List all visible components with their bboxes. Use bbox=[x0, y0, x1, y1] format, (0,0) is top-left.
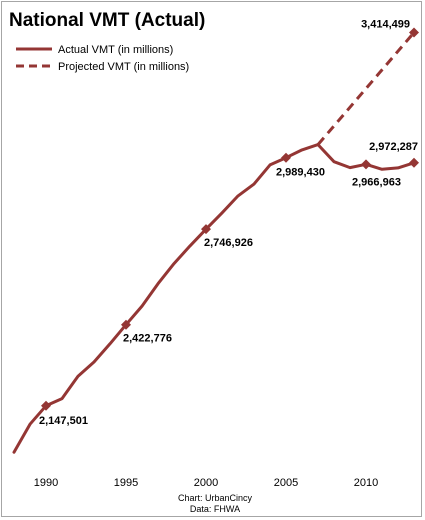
actual-data-label-2000: 2,746,926 bbox=[204, 237, 253, 249]
actual-marker-2005 bbox=[281, 152, 291, 163]
x-tick-label-1995: 1995 bbox=[114, 477, 138, 489]
actual-marker-2000 bbox=[201, 224, 211, 235]
x-tick-label-2000: 2000 bbox=[194, 477, 218, 489]
projected-data-label-2013: 3,414,499 bbox=[361, 18, 410, 30]
chart-title: National VMT (Actual) bbox=[9, 10, 205, 31]
actual-marker-2010 bbox=[361, 159, 371, 170]
x-tick-label-2010: 2010 bbox=[354, 477, 378, 489]
actual-data-label-2010: 2,966,963 bbox=[352, 176, 401, 188]
legend-label-2: Projected VMT (in millions) bbox=[58, 61, 189, 73]
actual-data-label-2013: 2,972,287 bbox=[369, 141, 418, 153]
actual-vmt-line bbox=[12, 143, 416, 454]
legend-label-1: Actual VMT (in millions) bbox=[58, 44, 173, 56]
x-tick-label-2005: 2005 bbox=[274, 477, 298, 489]
actual-marker-1990 bbox=[41, 400, 51, 411]
source-data: Data: FHWA bbox=[190, 504, 240, 514]
actual-data-label-1990: 2,147,501 bbox=[39, 415, 88, 427]
actual-marker-1995 bbox=[121, 319, 131, 330]
x-tick-label-1990: 1990 bbox=[34, 477, 58, 489]
projected-vmt-line bbox=[316, 31, 416, 146]
projected-marker-2013 bbox=[409, 27, 419, 38]
actual-data-label-1995: 2,422,776 bbox=[123, 333, 172, 345]
actual-marker-2013 bbox=[409, 157, 419, 168]
source-chart: Chart: UrbanCincy bbox=[178, 493, 253, 503]
actual-data-label-2005: 2,989,430 bbox=[276, 167, 325, 179]
